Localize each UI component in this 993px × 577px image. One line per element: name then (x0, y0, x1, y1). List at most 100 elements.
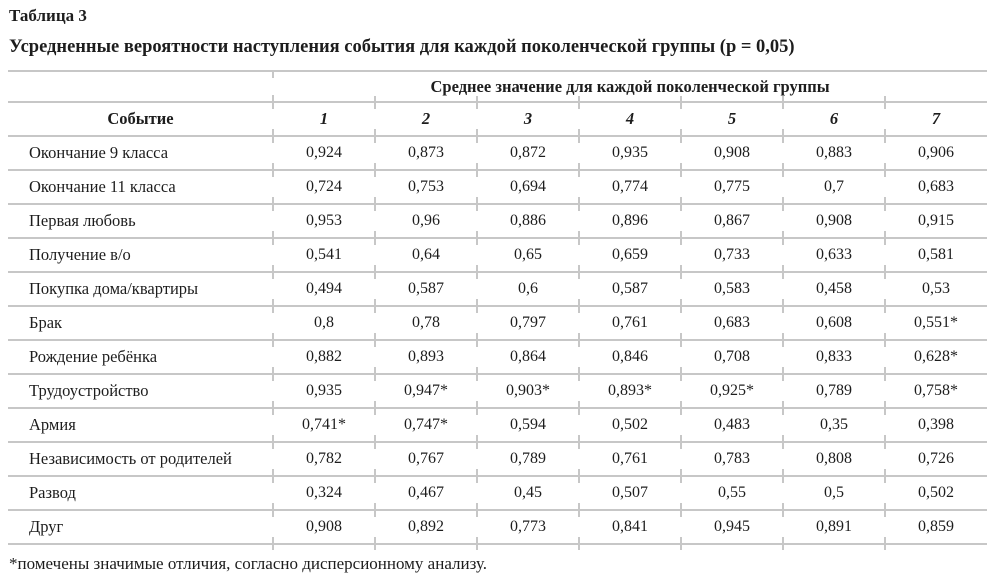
group-col-header-2: 2 (374, 97, 477, 143)
event-cell: Получение в/о (8, 237, 273, 272)
value-cell: 0,935 (578, 131, 681, 177)
value-cell: 0,882 (272, 335, 375, 381)
value-cell: 0,587 (578, 267, 681, 313)
value-cell: 0,724 (272, 165, 375, 211)
value-cell: 0,65 (476, 233, 579, 279)
value-cell: 0,726 (883, 437, 988, 483)
value-cell: 0,767 (374, 437, 477, 483)
value-cell: 0,507 (578, 471, 681, 517)
value-cell: 0,467 (374, 471, 477, 517)
value-cell: 0,883 (782, 131, 885, 177)
value-cell: 0,7 (782, 165, 885, 211)
group-col-header-7: 7 (883, 97, 988, 143)
value-cell: 0,886 (476, 199, 579, 245)
value-cell: 0,694 (476, 165, 579, 211)
value-cell: 0,64 (374, 233, 477, 279)
value-cell: 0,924 (272, 131, 375, 177)
column-header-row: Событие 1 2 3 4 5 6 7 (8, 97, 988, 143)
table-row: Трудоустройство 0,935 0,947* 0,903* 0,89… (8, 369, 988, 415)
group-header-cell: Среднее значение для каждой поколенческо… (271, 70, 988, 109)
value-cell: 0,628* (883, 335, 988, 381)
event-cell: Развод (8, 475, 273, 510)
value-cell: 0,808 (782, 437, 885, 483)
value-cell: 0,908 (680, 131, 783, 177)
value-cell: 0,908 (782, 199, 885, 245)
value-cell: 0,587 (374, 267, 477, 313)
table-number-label: Таблица 3 (9, 6, 87, 25)
table-row: Окончание 11 класса 0,724 0,753 0,694 0,… (8, 165, 988, 211)
probabilities-table: Среднее значение для каждой поколенческо… (8, 70, 988, 551)
value-cell: 0,35 (782, 403, 885, 449)
value-cell: 0,458 (782, 267, 885, 313)
event-cell: Окончание 11 класса (8, 169, 273, 204)
value-cell: 0,775 (680, 165, 783, 211)
event-cell: Трудоустройство (8, 373, 273, 408)
value-cell: 0,773 (476, 505, 579, 551)
value-cell: 0,5 (782, 471, 885, 517)
table-row: Рождение ребёнка 0,882 0,893 0,864 0,846… (8, 335, 988, 381)
event-cell: Независимость от родителей (8, 441, 273, 476)
table-row: Развод 0,324 0,467 0,45 0,507 0,55 0,5 0… (8, 471, 988, 517)
table-row: Друг 0,908 0,892 0,773 0,841 0,945 0,891… (8, 505, 988, 551)
event-cell: Окончание 9 класса (8, 135, 273, 170)
value-cell: 0,683 (883, 165, 988, 211)
value-cell: 0,96 (374, 199, 477, 245)
value-cell: 0,494 (272, 267, 375, 313)
value-cell: 0,733 (680, 233, 783, 279)
value-cell: 0,78 (374, 301, 477, 347)
value-cell: 0,747* (374, 403, 477, 449)
value-cell: 0,867 (680, 199, 783, 245)
value-cell: 0,608 (782, 301, 885, 347)
group-col-header-6: 6 (782, 97, 885, 143)
event-cell: Рождение ребёнка (8, 339, 273, 374)
value-cell: 0,761 (578, 301, 681, 347)
value-cell: 0,908 (272, 505, 375, 551)
value-cell: 0,502 (883, 471, 988, 517)
group-col-header-3: 3 (476, 97, 579, 143)
value-cell: 0,6 (476, 267, 579, 313)
value-cell: 0,551* (883, 301, 988, 347)
value-cell: 0,741* (272, 403, 375, 449)
value-cell: 0,659 (578, 233, 681, 279)
group-col-header-5: 5 (680, 97, 783, 143)
value-cell: 0,945 (680, 505, 783, 551)
table-row: Брак 0,8 0,78 0,797 0,761 0,683 0,608 0,… (8, 301, 988, 347)
event-cell: Покупка дома/квартиры (8, 271, 273, 306)
group-col-header-4: 4 (578, 97, 681, 143)
value-cell: 0,846 (578, 335, 681, 381)
value-cell: 0,583 (680, 267, 783, 313)
value-cell: 0,783 (680, 437, 783, 483)
table-row: Армия 0,741* 0,747* 0,594 0,502 0,483 0,… (8, 403, 988, 449)
table-row: Покупка дома/квартиры 0,494 0,587 0,6 0,… (8, 267, 988, 313)
table-row: Первая любовь 0,953 0,96 0,886 0,896 0,8… (8, 199, 988, 245)
event-column-header: Событие (8, 101, 273, 136)
value-cell: 0,859 (883, 505, 988, 551)
value-cell: 0,935 (272, 369, 375, 415)
value-cell: 0,906 (883, 131, 988, 177)
value-cell: 0,925* (680, 369, 783, 415)
value-cell: 0,398 (883, 403, 988, 449)
event-cell: Друг (8, 509, 273, 545)
value-cell: 0,708 (680, 335, 783, 381)
value-cell: 0,896 (578, 199, 681, 245)
value-cell: 0,8 (272, 301, 375, 347)
value-cell: 0,797 (476, 301, 579, 347)
value-cell: 0,864 (476, 335, 579, 381)
value-cell: 0,53 (883, 267, 988, 313)
event-cell: Брак (8, 305, 273, 340)
value-cell: 0,782 (272, 437, 375, 483)
value-cell: 0,502 (578, 403, 681, 449)
value-cell: 0,541 (272, 233, 375, 279)
value-cell: 0,594 (476, 403, 579, 449)
value-cell: 0,483 (680, 403, 783, 449)
value-cell: 0,789 (476, 437, 579, 483)
value-cell: 0,789 (782, 369, 885, 415)
value-cell: 0,915 (883, 199, 988, 245)
value-cell: 0,683 (680, 301, 783, 347)
value-cell: 0,953 (272, 199, 375, 245)
value-cell: 0,45 (476, 471, 579, 517)
group-col-header-1: 1 (272, 97, 375, 143)
event-cell: Первая любовь (8, 203, 273, 238)
value-cell: 0,55 (680, 471, 783, 517)
